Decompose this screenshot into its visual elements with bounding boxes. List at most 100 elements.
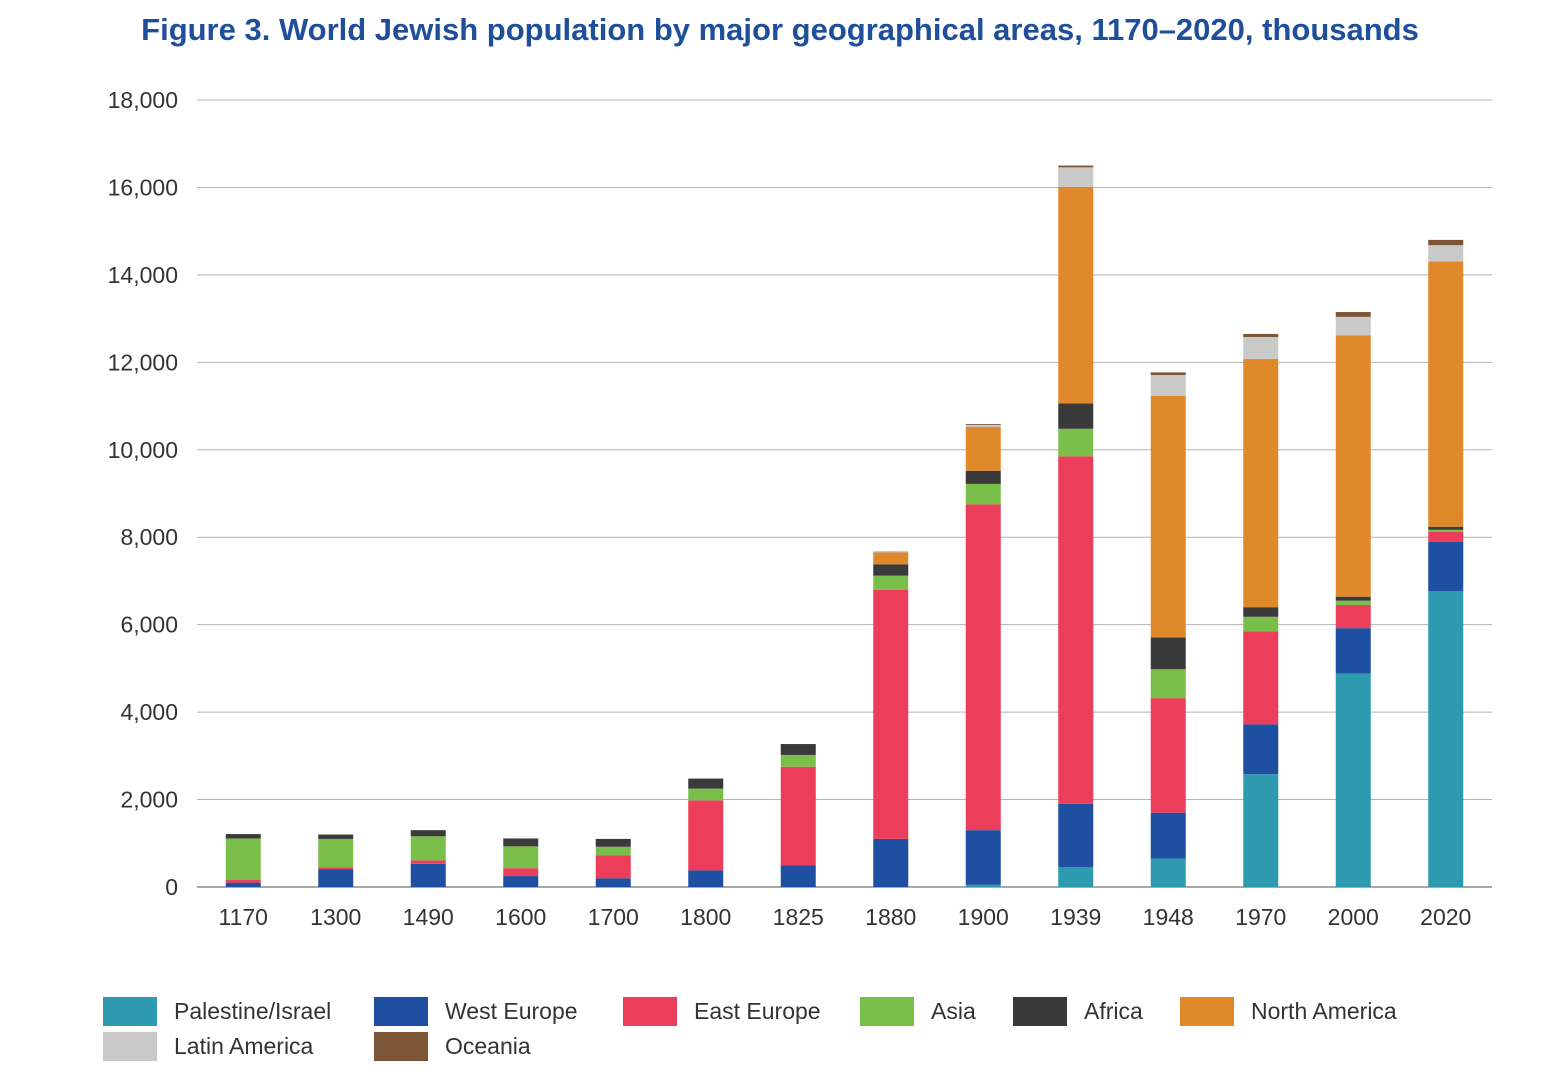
legend-item: Africa	[1013, 996, 1143, 1026]
bar-segment	[503, 876, 539, 887]
bar-segment	[225, 834, 261, 839]
legend-swatch	[1013, 996, 1067, 1026]
bar-segment	[595, 838, 631, 847]
bar-stack-1170	[225, 834, 261, 887]
bar-stack-1900	[965, 423, 1001, 887]
bar-segment	[1150, 372, 1186, 376]
bar-segment	[318, 867, 354, 870]
legend-label: Africa	[1084, 997, 1143, 1024]
x-axis-tick-labels: 1170 1300 1490 1600 1700 1800 1825 1880 1900 1939…	[219, 904, 1472, 930]
bar-segment	[410, 863, 446, 887]
bar-segment	[965, 424, 1001, 428]
bar-segment	[1428, 261, 1464, 527]
bar-segment	[595, 878, 631, 887]
bar-segment	[873, 564, 909, 576]
bar-segment	[1150, 669, 1186, 699]
bar-segment	[318, 869, 354, 887]
legend-item: East Europe	[623, 996, 821, 1026]
bar-segment	[965, 423, 1001, 425]
bar-segment	[595, 846, 631, 856]
grid-lines	[197, 99, 1492, 888]
bar-segment	[1243, 607, 1279, 617]
bar-segment	[1243, 724, 1279, 775]
legend-label: North America	[1251, 997, 1397, 1024]
bar-stack-2000	[1335, 312, 1371, 887]
bar-segment	[1428, 529, 1464, 532]
bar-segment	[780, 766, 816, 866]
bar-segment	[965, 830, 1001, 885]
legend-swatch	[374, 996, 428, 1026]
bar-segment	[503, 846, 539, 869]
legend-label: Latin America	[174, 1032, 314, 1059]
bar-segment	[503, 838, 539, 847]
bar-segment	[873, 552, 909, 565]
bar-segment	[1243, 333, 1279, 337]
bar-segment	[1428, 531, 1464, 543]
legend-label: Asia	[931, 997, 976, 1024]
bar-segment	[1428, 591, 1464, 887]
bar-stack-1600	[503, 838, 539, 887]
y-tick-label: 2,000	[120, 787, 178, 813]
bar-segment	[1150, 637, 1186, 670]
bar-segment	[1428, 526, 1464, 530]
bar-segment	[410, 860, 446, 864]
bar-segment	[1058, 867, 1094, 887]
bar-segment	[1243, 774, 1279, 887]
bar-segment	[1335, 628, 1371, 674]
x-tick-label: 2020	[1420, 904, 1471, 930]
legend-label: East Europe	[694, 997, 821, 1024]
x-tick-label: 1900	[958, 904, 1009, 930]
bar-stack-1948	[1150, 372, 1186, 887]
bar-segment	[1243, 616, 1279, 632]
bar-segment	[1428, 239, 1464, 246]
bar-segment	[965, 483, 1001, 505]
x-tick-label: 1948	[1143, 904, 1194, 930]
bar-segment	[873, 589, 909, 839]
bar-segment	[1058, 187, 1094, 404]
x-tick-label: 1170	[219, 904, 268, 930]
bar-segment	[965, 470, 1001, 484]
y-tick-label: 18,000	[108, 87, 178, 113]
x-tick-label: 1825	[773, 904, 824, 930]
y-tick-label: 16,000	[108, 174, 178, 200]
bar-segment	[1335, 335, 1371, 597]
bar-segment	[688, 800, 724, 871]
bar-stack-1800	[688, 778, 724, 887]
legend-label: Palestine/Israel	[174, 997, 332, 1024]
bar-stack-1300	[318, 834, 354, 887]
y-tick-label: 10,000	[108, 437, 178, 463]
bar-segment	[595, 855, 631, 879]
bar-segment	[318, 838, 354, 868]
bar-segment	[1150, 698, 1186, 813]
bar-segment	[1428, 542, 1464, 592]
x-tick-label: 1700	[588, 904, 639, 930]
bar-stack-1825	[780, 744, 816, 887]
bar-stack-1970	[1243, 333, 1279, 887]
y-tick-label: 8,000	[120, 524, 178, 550]
bar-segment	[780, 865, 816, 887]
bar-segment	[688, 778, 724, 789]
bar-segment	[780, 744, 816, 755]
bar-segment	[688, 788, 724, 801]
bar-segment	[410, 830, 446, 837]
legend-swatch	[623, 996, 677, 1026]
bar-segment	[1058, 165, 1094, 168]
legend-swatch	[1180, 996, 1234, 1026]
bar-segment	[225, 880, 261, 883]
chart-title: Figure 3. World Jewish population by maj…	[141, 12, 1419, 47]
bar-segment	[965, 884, 1001, 887]
x-tick-label: 1939	[1050, 904, 1101, 930]
bars	[225, 165, 1464, 887]
stacked-bar-chart: 0 2,000 4,000 6,000 8,000 10,000 12,000 14,000 1…	[108, 87, 1492, 930]
bar-segment	[1243, 358, 1279, 608]
legend-item: Asia	[860, 996, 976, 1026]
bar-stack-1939	[1058, 165, 1094, 887]
bar-segment	[1335, 316, 1371, 336]
bar-segment	[780, 754, 816, 767]
y-tick-label: 4,000	[120, 699, 178, 725]
bar-stack-1490	[410, 830, 446, 887]
y-tick-label: 0	[165, 874, 178, 900]
bar-segment	[503, 868, 539, 877]
bar-segment	[965, 504, 1001, 831]
x-tick-label: 1490	[403, 904, 454, 930]
